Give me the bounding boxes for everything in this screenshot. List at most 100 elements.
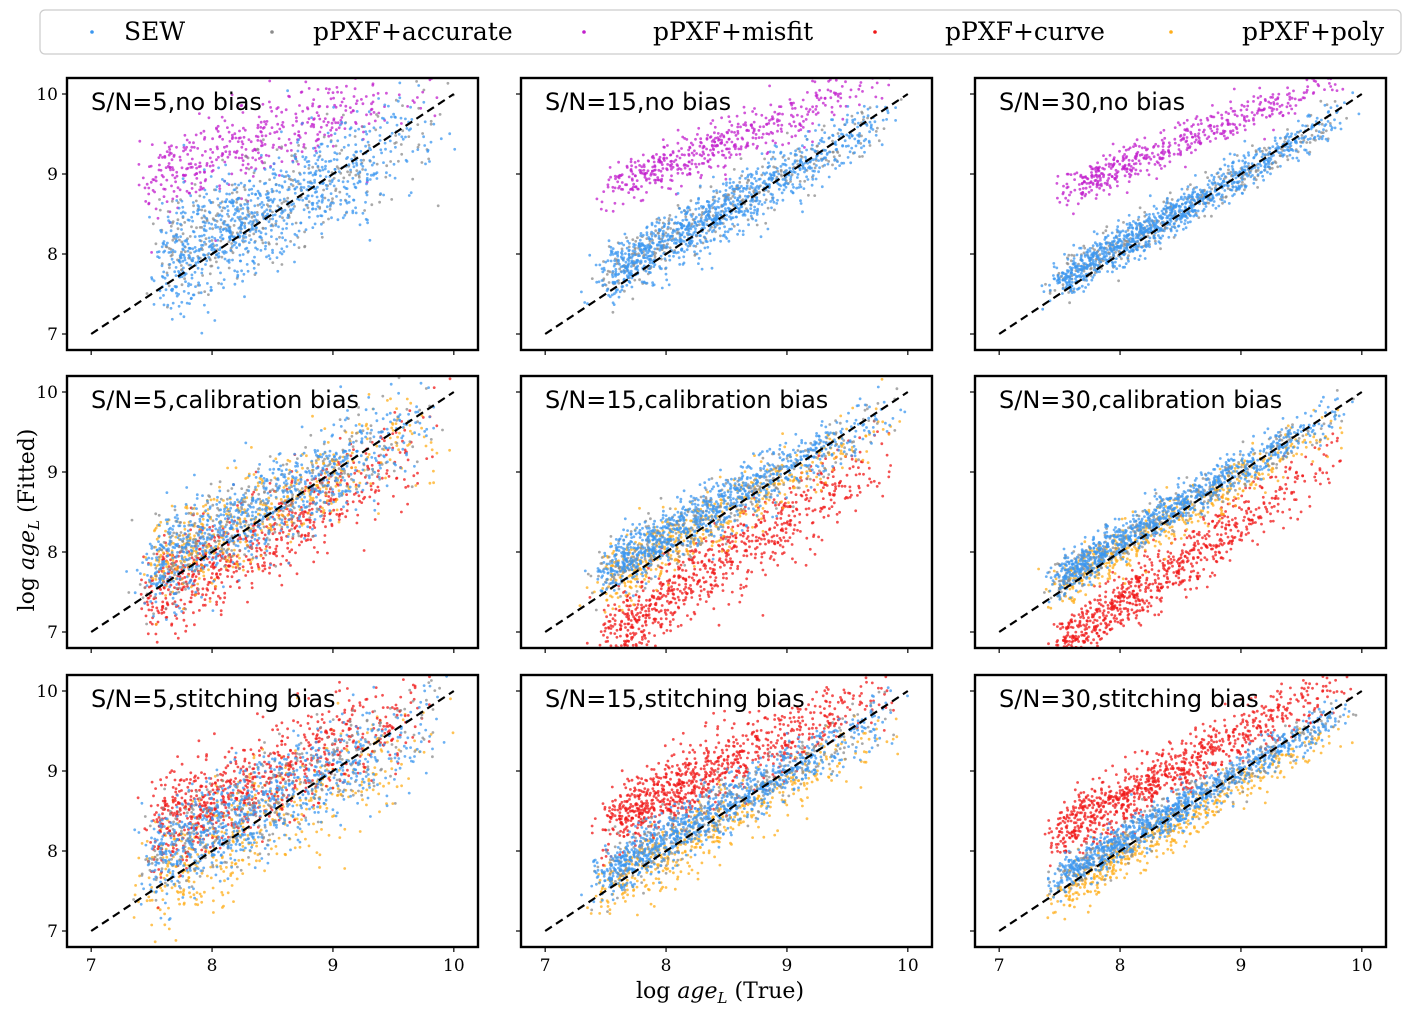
point <box>273 131 277 134</box>
point <box>1268 150 1272 154</box>
point <box>245 246 249 250</box>
point <box>210 239 214 242</box>
point <box>248 234 251 237</box>
point <box>779 127 783 131</box>
point <box>340 120 344 124</box>
point <box>735 198 739 202</box>
point <box>736 232 739 236</box>
point <box>389 160 392 163</box>
point <box>329 133 333 137</box>
point <box>1154 242 1157 245</box>
point <box>1247 162 1250 165</box>
point <box>344 199 348 203</box>
point <box>179 158 182 162</box>
point <box>163 187 167 191</box>
point <box>154 242 158 246</box>
point <box>655 153 658 156</box>
point <box>1160 151 1163 155</box>
point <box>663 222 667 226</box>
point <box>213 319 217 322</box>
point <box>815 144 819 148</box>
point <box>1210 181 1214 185</box>
point <box>1220 113 1223 117</box>
point <box>179 252 183 256</box>
point <box>814 108 818 111</box>
point <box>638 238 642 242</box>
point <box>842 161 846 165</box>
point <box>1245 115 1249 118</box>
point <box>635 265 638 269</box>
point <box>1067 253 1071 257</box>
point <box>765 171 768 175</box>
point <box>1204 201 1207 205</box>
point <box>719 210 723 213</box>
point <box>1215 124 1219 128</box>
point <box>611 310 615 314</box>
point <box>247 241 251 245</box>
point <box>1110 175 1114 178</box>
point <box>738 209 742 213</box>
point <box>1180 187 1184 191</box>
point <box>874 133 878 137</box>
point <box>830 105 834 109</box>
point <box>311 173 315 177</box>
point <box>801 210 804 214</box>
point <box>1074 277 1077 281</box>
point <box>187 291 191 295</box>
point <box>1151 212 1155 216</box>
point <box>683 163 686 166</box>
point <box>727 198 731 202</box>
point <box>216 225 220 229</box>
point <box>395 123 399 127</box>
point <box>736 184 740 188</box>
point <box>159 183 163 187</box>
point <box>866 107 870 111</box>
point <box>811 174 815 177</box>
point <box>880 143 884 147</box>
point <box>239 204 243 208</box>
point <box>1246 100 1250 104</box>
point <box>253 241 257 244</box>
point <box>659 254 663 258</box>
point <box>1226 118 1230 122</box>
point <box>727 151 731 154</box>
point <box>857 87 861 91</box>
point <box>318 169 322 173</box>
point <box>182 143 186 147</box>
point <box>693 221 697 224</box>
point <box>348 173 351 177</box>
point <box>618 173 622 177</box>
point <box>1095 182 1099 186</box>
point <box>1138 206 1142 210</box>
point <box>401 129 405 133</box>
point <box>699 241 703 244</box>
point <box>240 221 244 225</box>
point <box>230 93 234 97</box>
point <box>351 161 355 165</box>
point <box>1276 97 1279 101</box>
point <box>154 179 158 183</box>
point <box>1269 172 1272 176</box>
point <box>1168 144 1172 147</box>
point <box>664 231 668 235</box>
point <box>676 141 680 145</box>
point <box>331 91 335 94</box>
point <box>697 213 701 217</box>
point <box>1125 239 1129 243</box>
point <box>218 213 222 217</box>
point <box>611 189 615 193</box>
point <box>198 239 202 242</box>
point <box>256 213 259 217</box>
point <box>769 130 773 134</box>
point <box>1138 254 1142 258</box>
point <box>1209 127 1212 130</box>
point <box>197 281 201 285</box>
point <box>397 132 401 136</box>
point <box>631 297 635 301</box>
point <box>151 178 155 181</box>
point <box>368 159 372 162</box>
point <box>203 179 207 183</box>
point <box>311 207 314 211</box>
point <box>183 277 187 281</box>
point <box>775 167 779 170</box>
